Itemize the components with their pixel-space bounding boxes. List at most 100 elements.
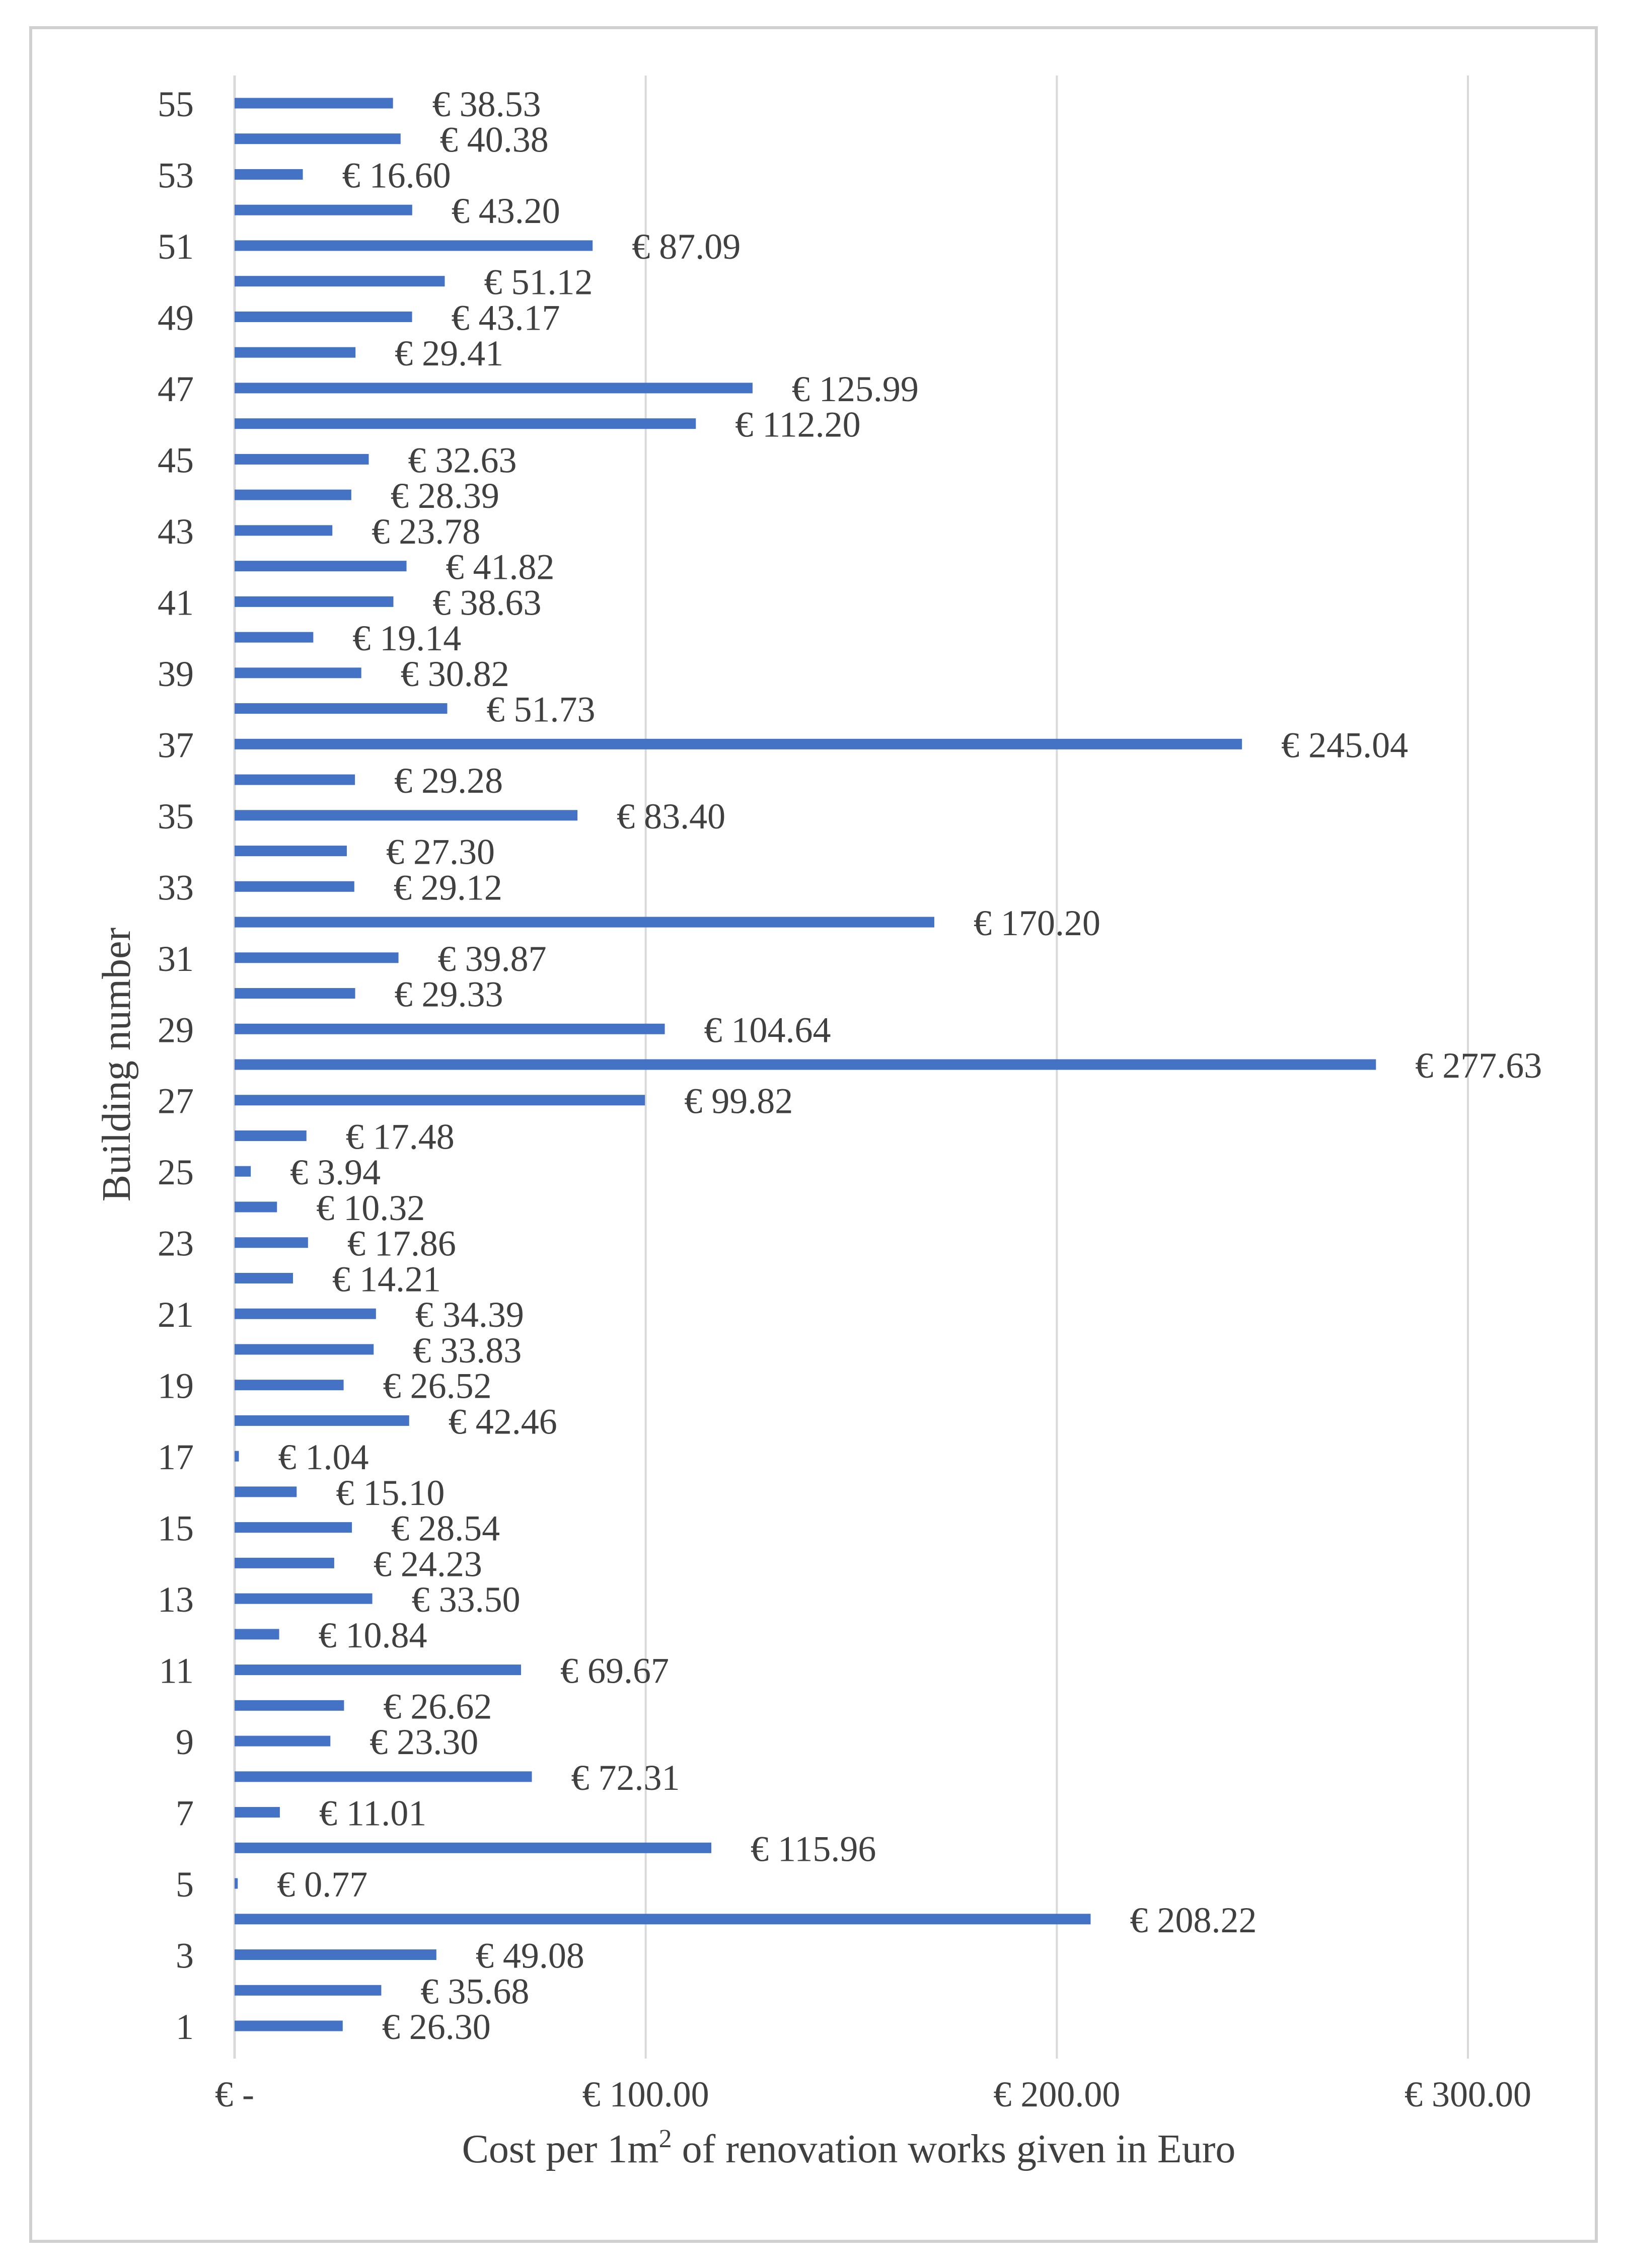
data-label-building-5: € 0.77 (277, 1864, 367, 1905)
bar-building-3 (235, 1949, 436, 1960)
bar-building-1 (235, 2020, 343, 2031)
data-label-building-2: € 35.68 (420, 1971, 529, 2011)
data-label-building-18: € 42.46 (449, 1401, 557, 1442)
bar-building-24 (235, 1201, 277, 1213)
data-label-building-48: € 29.41 (395, 333, 503, 373)
data-label-building-4: € 208.22 (1130, 1900, 1257, 1940)
bar-building-33 (235, 881, 354, 892)
data-label-building-8: € 72.31 (571, 1758, 680, 1798)
data-label-building-7: € 11.01 (319, 1793, 426, 1834)
data-label-building-22: € 14.21 (332, 1259, 441, 1299)
data-label-building-50: € 51.12 (484, 262, 593, 303)
bars (235, 98, 1376, 2031)
data-label-building-3: € 49.08 (476, 1936, 584, 1976)
bar-building-9 (235, 1735, 331, 1747)
y-tick-label: 19 (158, 1366, 194, 1406)
y-tick-label: 11 (159, 1651, 194, 1691)
y-tick-label: 13 (158, 1579, 194, 1620)
bar-building-7 (235, 1807, 280, 1818)
data-label-building-43: € 23.78 (372, 511, 480, 552)
bar-building-48 (235, 347, 356, 358)
bar-building-15 (235, 1522, 352, 1533)
bar-building-18 (235, 1415, 409, 1426)
bar-building-55 (235, 98, 393, 109)
bar-building-8 (235, 1771, 532, 1782)
x-tick-label: € 300.00 (1405, 2074, 1531, 2114)
data-label-building-21: € 34.39 (415, 1295, 524, 1335)
y-tick-label: 7 (176, 1793, 194, 1834)
y-tick-label: 3 (176, 1936, 194, 1976)
y-tick-label: 39 (158, 654, 194, 694)
data-label-building-33: € 29.12 (394, 867, 502, 908)
bar-building-21 (235, 1308, 376, 1319)
y-tick-label: 9 (176, 1722, 194, 1762)
data-label-building-47: € 125.99 (792, 369, 919, 409)
bar-building-36 (235, 774, 355, 785)
data-label-building-51: € 87.09 (632, 226, 741, 267)
y-tick-label: 5 (176, 1864, 194, 1905)
data-labels: € 26.30€ 35.68€ 49.08 € 208.22 € 0.77 € 115… (277, 84, 1542, 2047)
x-tick-label: € 100.00 (582, 2074, 709, 2114)
bar-building-6 (235, 1842, 712, 1853)
bar-building-5 (235, 1878, 238, 1889)
data-label-building-38: € 51.73 (486, 690, 595, 730)
y-tick-label: 17 (158, 1437, 194, 1477)
bar-building-14 (235, 1557, 334, 1568)
bar-building-52 (235, 204, 412, 215)
x-tick-label: € - (215, 2074, 254, 2114)
data-label-building-19: € 26.52 (383, 1366, 492, 1406)
data-label-building-26: € 17.48 (346, 1116, 455, 1157)
y-tick-label: 33 (158, 867, 194, 908)
data-label-building-6: € 115.96 (751, 1829, 876, 1869)
x-axis-title: Cost per 1m2 of renovation works given i… (462, 2125, 1236, 2171)
bar-building-28 (235, 1059, 1376, 1070)
bar-building-13 (235, 1593, 373, 1604)
data-label-building-28: € 277.63 (1415, 1045, 1542, 1086)
data-label-building-20: € 33.83 (413, 1330, 522, 1371)
data-label-building-16: € 15.10 (336, 1473, 445, 1513)
data-label-building-13: € 33.50 (412, 1579, 521, 1620)
y-tick-label: 55 (158, 84, 194, 124)
bar-building-31 (235, 952, 399, 963)
bar-building-54 (235, 133, 401, 144)
y-tick-label: 25 (158, 1152, 194, 1192)
data-label-building-24: € 10.32 (316, 1188, 425, 1228)
y-tick-label: 51 (158, 226, 194, 267)
bar-building-17 (235, 1451, 239, 1462)
data-label-building-10: € 26.62 (383, 1686, 492, 1726)
bar-building-23 (235, 1237, 308, 1248)
bar-building-30 (235, 988, 355, 999)
bar-building-44 (235, 489, 351, 500)
data-label-building-44: € 28.39 (391, 476, 499, 516)
data-label-building-37: € 245.04 (1281, 725, 1408, 765)
data-label-building-29: € 104.64 (704, 1010, 831, 1050)
data-label-building-34: € 27.30 (386, 832, 495, 872)
y-axis-title: Building number (95, 928, 139, 1201)
data-label-building-9: € 23.30 (369, 1722, 478, 1762)
bar-building-49 (235, 311, 412, 322)
data-label-building-45: € 32.63 (408, 440, 516, 480)
data-label-building-1: € 26.30 (382, 2007, 491, 2047)
y-tick-label: 37 (158, 725, 194, 765)
x-axis-title-superscript: 2 (659, 2125, 672, 2153)
bar-building-25 (235, 1166, 251, 1177)
bar-building-19 (235, 1380, 344, 1391)
bar-building-43 (235, 525, 333, 536)
bar-building-16 (235, 1486, 297, 1497)
y-tick-label: 21 (158, 1295, 194, 1335)
x-tick-labels: € - € 100.00 € 200.00 € 300.00 (215, 2074, 1531, 2114)
y-tick-label: 1 (176, 2007, 194, 2047)
data-label-building-52: € 43.20 (452, 191, 560, 231)
bar-building-45 (235, 453, 369, 465)
y-tick-label: 53 (158, 155, 194, 195)
x-axis-title-main: Cost per 1m (462, 2127, 659, 2171)
y-tick-label: 29 (158, 1010, 194, 1050)
bar-building-20 (235, 1344, 374, 1355)
x-axis-title-suffix: of renovation works given in Euro (672, 2127, 1236, 2171)
y-tick-label: 43 (158, 511, 194, 552)
bar-building-22 (235, 1272, 293, 1283)
data-label-building-23: € 17.86 (347, 1224, 456, 1264)
bar-building-2 (235, 1985, 382, 1996)
data-label-building-32: € 170.20 (974, 903, 1100, 943)
